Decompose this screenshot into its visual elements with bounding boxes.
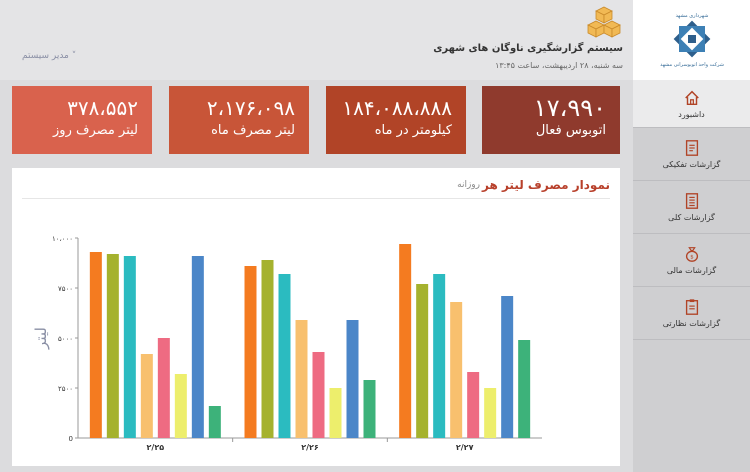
report-general-icon xyxy=(685,193,698,209)
y-axis-label: لیتر xyxy=(32,327,50,350)
sidebar-item-label: گزارشات نظارتی xyxy=(662,319,721,328)
kpi-value: ۲،۱۷۶،۰۹۸ xyxy=(206,96,295,120)
bar xyxy=(467,372,480,438)
fuel-consumption-chart: 0 ۲۵۰۰ ۵۰۰۰ ۷۵۰۰ ۱۰،۰۰۰ لیتر ۲/۲۵ ۲/۲۶ ۲/۲۷ xyxy=(32,235,542,452)
bar xyxy=(450,302,463,438)
sidebar: شهرداری مشهد شرکت واحد اتوبوسرانی مشهد د… xyxy=(633,0,750,472)
sidebar-item-label: داشبورد xyxy=(678,109,705,119)
sidebar-item-label: گزارشات مالی xyxy=(666,266,717,275)
kpi-label: لیتر مصرف ماه xyxy=(211,123,295,138)
report-detail-icon xyxy=(685,140,698,156)
bar xyxy=(399,244,412,438)
kpi-value: ۱۷،۹۹۰ xyxy=(533,94,606,122)
kpi-value: ۳۷۸،۵۵۲ xyxy=(67,96,138,120)
sidebar-item-detailed-reports[interactable]: گزارشات تفکیکی xyxy=(633,128,750,181)
sidebar-item-supervision-reports[interactable]: گزارشات نظارتی xyxy=(633,287,750,340)
x-category-label: ۲/۲۷ xyxy=(456,443,474,452)
svg-text:شرکت واحد اتوبوسرانی مشهد: شرکت واحد اتوبوسرانی مشهد xyxy=(660,62,724,68)
bar xyxy=(363,380,376,438)
bar xyxy=(484,388,497,438)
sidebar-item-label: گزارشات کلی xyxy=(668,213,715,222)
kpi-value: ۱۸۴،۰۸۸،۸۸۸ xyxy=(342,96,452,120)
sidebar-item-general-reports[interactable]: گزارشات کلی xyxy=(633,181,750,234)
bar xyxy=(295,320,308,438)
bar xyxy=(157,338,170,438)
kpi-card-active-buses: ۱۷،۹۹۰ اتوبوس فعال xyxy=(482,86,620,154)
bar xyxy=(261,260,274,438)
chart-title: نمودار مصرف لیتر هر xyxy=(482,178,610,192)
bar xyxy=(518,340,531,438)
bar xyxy=(433,274,446,438)
kpi-label: لیتر مصرف روز xyxy=(53,123,138,138)
x-category-label: ۲/۲۵ xyxy=(147,443,165,452)
clipboard-icon xyxy=(685,299,698,315)
kpi-card-liters-month: ۲،۱۷۶،۰۹۸ لیتر مصرف ماه xyxy=(169,86,309,154)
x-category-label: ۲/۲۶ xyxy=(301,443,319,452)
svg-text:$: $ xyxy=(690,255,693,261)
bar xyxy=(501,296,514,438)
y-tick-label: ۲۵۰۰ xyxy=(58,385,73,393)
bar xyxy=(106,254,119,438)
user-menu-dropdown[interactable]: مدیر سیستم ˅ xyxy=(22,51,77,61)
chart-panel: نمودار مصرف لیتر هر روزانه 0 ۲۵۰۰ ۵۰۰۰ ۷۵۰۰… xyxy=(12,168,620,466)
app-title: سیستم گزارشگیری ناوگان های شهری xyxy=(433,43,623,54)
sidebar-item-label: گزارشات تفکیکی xyxy=(662,160,721,169)
y-tick-label: ۷۵۰۰ xyxy=(58,285,73,293)
home-icon xyxy=(684,90,699,105)
svg-text:شهرداری مشهد: شهرداری مشهد xyxy=(675,13,708,19)
bar xyxy=(244,266,257,438)
sidebar-item-dashboard[interactable]: داشبورد xyxy=(633,80,750,128)
chart-subtitle: روزانه xyxy=(457,180,480,190)
bar xyxy=(89,252,102,438)
bar xyxy=(208,406,221,438)
bar xyxy=(346,320,359,438)
app-date: سه شنبه، ۲۸ اردیبهشت، ساعت ۱۳:۴۵ xyxy=(495,61,623,70)
kpi-label: اتوبوس فعال xyxy=(535,123,606,138)
logo: شهرداری مشهد شرکت واحد اتوبوسرانی مشهد xyxy=(633,0,750,80)
bar xyxy=(191,256,204,438)
kpi-card-km-month: ۱۸۴،۰۸۸،۸۸۸ کیلومتر در ماه xyxy=(326,86,466,154)
bar xyxy=(312,352,325,438)
y-tick-label: ۵۰۰۰ xyxy=(58,335,73,343)
divider xyxy=(22,198,610,199)
y-tick-label: 0 xyxy=(69,435,73,443)
bar xyxy=(329,388,342,438)
kpi-label: کیلومتر در ماه xyxy=(374,123,452,138)
sidebar-nav: داشبورد گزارشات تفکیکی گزارشات کلی xyxy=(633,80,750,340)
header: سیستم گزارشگیری ناوگان های شهری سه شنبه،… xyxy=(0,0,633,80)
cubes-logo-icon xyxy=(587,6,621,38)
bar xyxy=(174,374,187,438)
kpi-card-liters-day: ۳۷۸،۵۵۲ لیتر مصرف روز xyxy=(12,86,152,154)
bar xyxy=(140,354,153,438)
bar xyxy=(278,274,291,438)
bar xyxy=(123,256,136,438)
organization-logo-icon: شهرداری مشهد شرکت واحد اتوبوسرانی مشهد xyxy=(660,13,724,68)
y-tick-label: ۱۰،۰۰۰ xyxy=(52,235,73,243)
money-bag-icon: $ xyxy=(685,247,698,262)
sidebar-item-financial-reports[interactable]: $ گزارشات مالی xyxy=(633,234,750,287)
bar xyxy=(416,284,429,438)
